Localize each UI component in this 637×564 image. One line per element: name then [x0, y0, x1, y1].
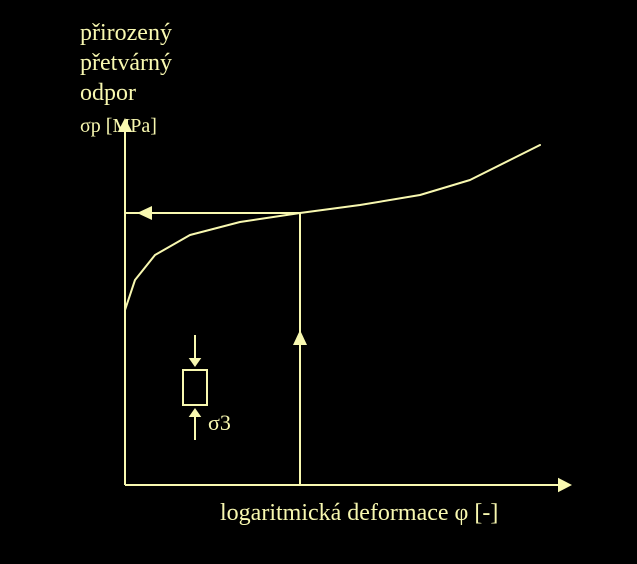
y-axis-label-line3: odpor — [80, 80, 136, 106]
y-axis-label-line2: přetvárný — [80, 50, 172, 76]
y-axis-label-line4: σp [MPa] — [80, 115, 157, 137]
flow-curve — [125, 145, 540, 310]
axes — [118, 118, 572, 492]
sigma3-label: σ3 — [208, 410, 231, 435]
compression-symbol — [183, 335, 207, 440]
x-axis-label: logaritmická deformace φ [-] — [220, 500, 498, 526]
flow-stress-diagram: přirozený přetvárný odpor σp [MPa] logar… — [0, 0, 637, 564]
labels: přirozený přetvárný odpor σp [MPa] logar… — [80, 20, 498, 526]
y-axis-label-line1: přirozený — [80, 20, 172, 46]
vertical-indicator — [293, 213, 307, 485]
